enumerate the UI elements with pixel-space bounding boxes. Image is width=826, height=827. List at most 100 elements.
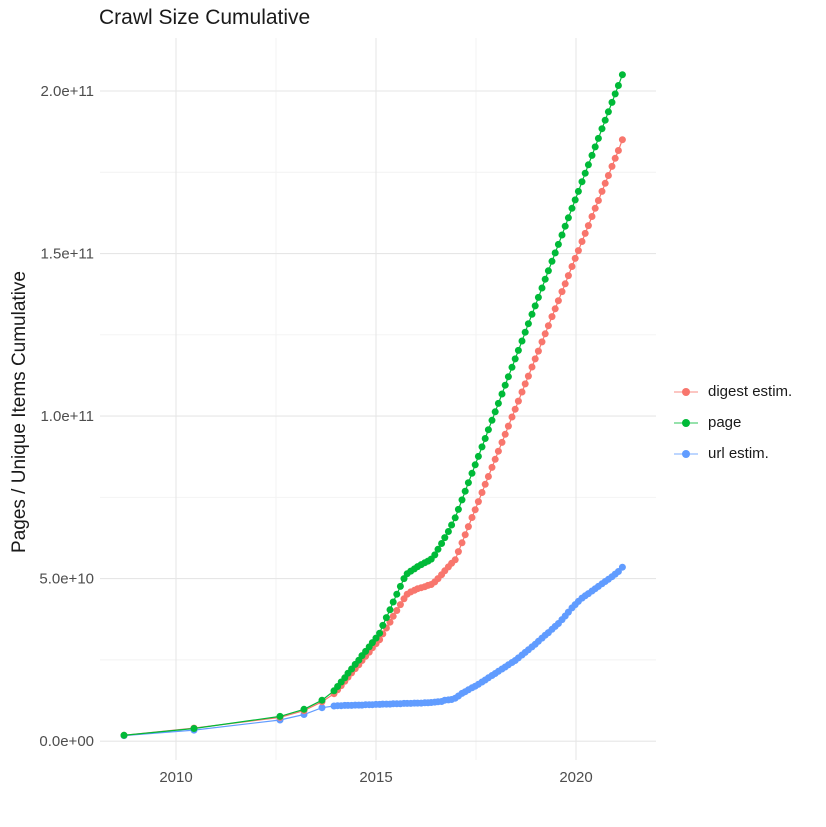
data-point (534, 347, 542, 355)
data-point (389, 598, 397, 606)
data-point (571, 196, 579, 204)
y-tick-label: 1.5e+11 (40, 246, 94, 263)
y-tick-label: 1.0e+11 (40, 408, 94, 425)
data-point (431, 551, 439, 559)
legend-label: url estim. (708, 445, 769, 462)
data-point (584, 222, 592, 230)
data-point (588, 151, 596, 159)
data-point (451, 514, 459, 522)
data-point (611, 90, 619, 98)
data-point (438, 540, 446, 547)
data-point (444, 528, 452, 535)
data-point (588, 213, 596, 220)
legend-label: page (708, 414, 742, 431)
data-point (524, 320, 532, 328)
data-point (554, 240, 562, 248)
data-point (558, 288, 566, 296)
data-point (524, 372, 532, 380)
legend-key-page (674, 418, 698, 427)
data-point (601, 179, 609, 187)
data-point (528, 310, 536, 318)
data-point (521, 328, 529, 336)
data-point (568, 263, 576, 270)
data-point (518, 388, 526, 396)
data-point (508, 413, 516, 421)
legend-label: digest estim. (708, 383, 793, 400)
data-point (584, 161, 592, 169)
data-point (393, 607, 401, 614)
data-point (518, 337, 526, 345)
data-point (386, 606, 394, 614)
data-point (478, 443, 486, 451)
x-tick-label: 2015 (359, 769, 392, 786)
data-point (471, 461, 479, 469)
data-point (190, 725, 198, 732)
data-point (528, 363, 536, 371)
data-point (468, 514, 476, 521)
data-point (276, 712, 284, 720)
data-point (508, 363, 516, 371)
data-point (481, 435, 489, 442)
data-point (598, 125, 606, 133)
data-point (501, 430, 509, 438)
data-point (601, 116, 609, 124)
data-point (564, 214, 572, 222)
data-point (396, 582, 404, 590)
data-point (551, 305, 559, 313)
data-point (484, 473, 492, 480)
gridlines-minor (100, 38, 656, 760)
data-point (441, 534, 449, 542)
data-point (608, 162, 616, 170)
data-point (379, 621, 387, 629)
y-axis-tick-labels: 0.0e+00 5.0e+10 1.0e+11 1.5e+11 2.0e+11 (39, 83, 94, 750)
series-url-estim (120, 563, 626, 740)
data-point (618, 136, 626, 144)
data-point (464, 523, 472, 531)
data-point (618, 71, 626, 79)
data-point (554, 297, 562, 305)
data-point (611, 154, 619, 162)
data-point (501, 381, 509, 389)
data-point (389, 612, 397, 620)
data-point (604, 172, 612, 179)
data-point (564, 272, 572, 280)
data-point (396, 601, 404, 609)
data-point (591, 204, 599, 212)
data-point (454, 505, 462, 513)
legend-item-page: page (672, 407, 792, 438)
x-tick-label: 2020 (559, 769, 592, 786)
data-point (571, 254, 579, 262)
legend-item-digest-estim: digest estim. (672, 376, 792, 407)
data-point (531, 355, 539, 363)
data-point (382, 614, 390, 622)
data-point (474, 498, 482, 506)
data-point (434, 545, 442, 553)
data-point (458, 539, 466, 547)
chart-title: Crawl Size Cumulative (99, 6, 311, 29)
data-point (578, 238, 586, 245)
data-point (548, 257, 556, 265)
data-point (504, 422, 512, 430)
data-point (541, 275, 549, 283)
data-point (591, 143, 599, 151)
data-point (494, 447, 502, 455)
data-point (461, 531, 469, 539)
data-point (574, 247, 582, 255)
data-point (372, 634, 380, 642)
data-point (561, 280, 569, 288)
data-point (514, 346, 522, 354)
data-point (468, 469, 476, 477)
x-tick-label: 2010 (159, 769, 192, 786)
data-point (454, 548, 462, 556)
y-tick-label: 0.0e+00 (39, 733, 94, 750)
gridlines-major (100, 38, 656, 760)
data-point (558, 231, 566, 239)
legend-key-digest-estim (674, 387, 698, 396)
data-point (318, 696, 326, 704)
data-point (594, 197, 602, 204)
data-point (498, 438, 506, 446)
data-point (451, 556, 459, 564)
data-point (618, 563, 626, 571)
data-point (581, 229, 589, 237)
data-point (491, 408, 499, 416)
